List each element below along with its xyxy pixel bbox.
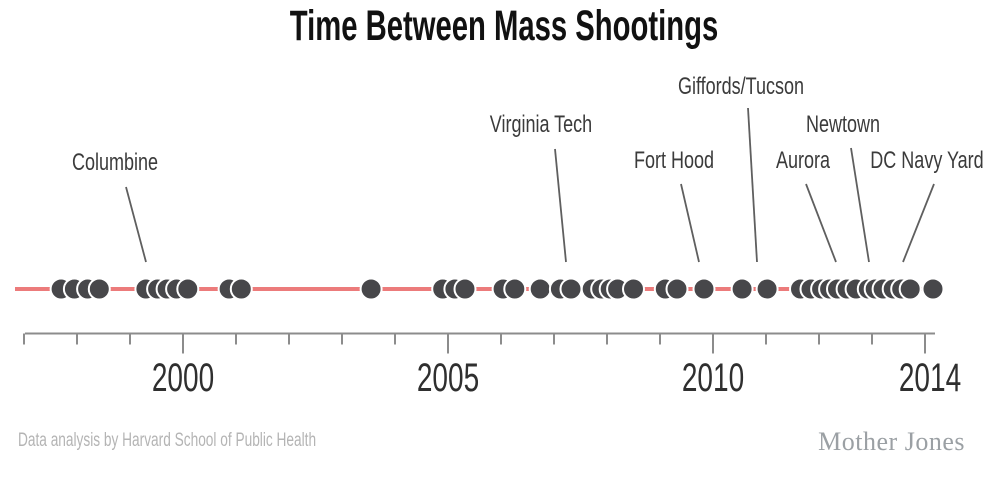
annotation-label-newtown: Newtown	[805, 111, 881, 138]
event-dot	[692, 277, 716, 301]
event-dot	[898, 277, 922, 301]
event-dot	[453, 277, 477, 301]
axis-tick-label-2014: 2014	[898, 356, 962, 400]
annotation-label-columbine: Columbine	[71, 149, 159, 176]
event-dot	[503, 277, 527, 301]
credit-text: Data analysis by Harvard School of Publi…	[18, 430, 317, 451]
event-dot	[528, 277, 552, 301]
annotation-leader-line	[554, 148, 567, 263]
event-dot	[87, 277, 111, 301]
annotation-label-virginia-tech: Virginia Tech	[489, 111, 593, 138]
event-dot	[755, 277, 779, 301]
event-dot	[176, 277, 200, 301]
event-dot	[622, 277, 645, 301]
annotation-leader-line	[805, 183, 837, 263]
annotation-label-fort-hood: Fort Hood	[633, 147, 715, 174]
event-dot	[665, 277, 689, 301]
event-dot	[229, 277, 253, 301]
axis-tick-label-2010: 2010	[681, 356, 745, 400]
annotation-leader-line	[680, 183, 700, 263]
axis-tick-label-2000: 2000	[151, 356, 215, 400]
brand-wordmark: Mother Jones	[818, 427, 965, 456]
event-dot	[730, 277, 754, 301]
event-dot	[359, 277, 383, 301]
chart-title: Time Between Mass Shootings	[289, 2, 719, 50]
annotation-leader-line	[902, 183, 935, 263]
annotation-leader-line	[850, 147, 870, 263]
annotation-label-aurora: Aurora	[775, 147, 831, 174]
annotation-label-giffords-tucson: Giffords/Tucson	[677, 73, 805, 100]
annotation-leader-line	[125, 186, 147, 263]
annotation-leader-line	[747, 107, 758, 263]
annotation-label-dc-navy-yard: DC Navy Yard	[870, 147, 984, 174]
axis-tick-label-2005: 2005	[416, 356, 480, 400]
event-dot	[559, 277, 583, 301]
event-dot	[921, 277, 945, 301]
